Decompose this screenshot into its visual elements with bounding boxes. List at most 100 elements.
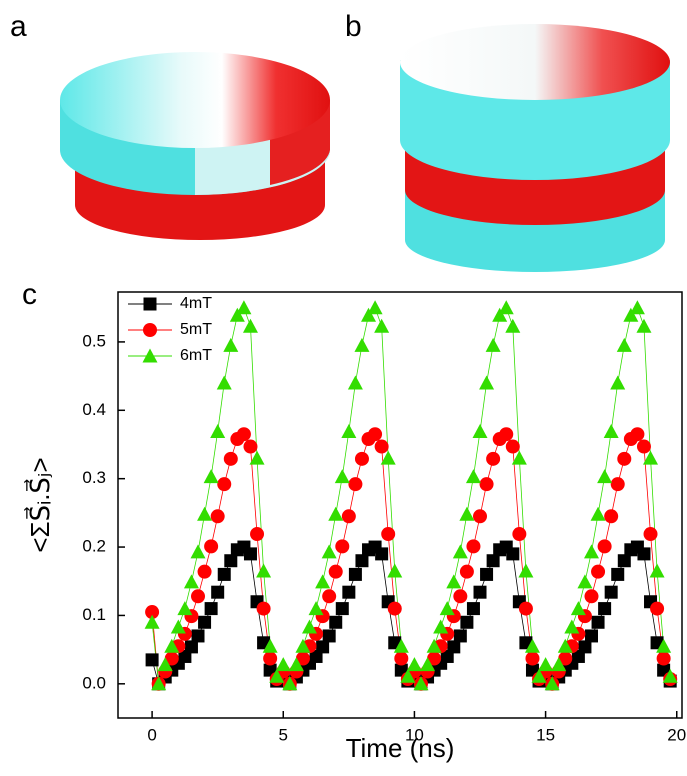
data-point bbox=[328, 564, 343, 579]
data-point bbox=[295, 638, 311, 653]
data-point bbox=[591, 615, 605, 629]
panel-b-render bbox=[400, 24, 670, 272]
data-point bbox=[453, 629, 467, 643]
data-point bbox=[636, 318, 652, 333]
data-point bbox=[524, 638, 540, 653]
data-point bbox=[505, 318, 521, 333]
data-point bbox=[322, 589, 337, 604]
data-point bbox=[426, 638, 442, 653]
data-point bbox=[263, 651, 278, 666]
data-point bbox=[204, 539, 219, 554]
x-tick-label: 10 bbox=[405, 725, 424, 744]
data-point bbox=[518, 563, 534, 578]
data-point bbox=[439, 601, 455, 616]
data-point bbox=[480, 567, 494, 581]
data-point bbox=[367, 300, 383, 315]
data-point bbox=[604, 585, 618, 599]
data-point bbox=[341, 509, 356, 524]
x-tick-label: 0 bbox=[147, 725, 156, 744]
data-point bbox=[400, 668, 416, 683]
panel-label: c bbox=[22, 278, 37, 311]
data-point bbox=[656, 638, 672, 653]
data-point bbox=[473, 585, 487, 599]
data-point bbox=[485, 337, 501, 352]
data-point bbox=[374, 318, 390, 333]
data-point bbox=[453, 589, 468, 604]
data-point bbox=[223, 451, 238, 466]
data-point bbox=[525, 651, 540, 666]
legend-marker bbox=[143, 323, 157, 337]
data-point bbox=[460, 615, 474, 629]
data-point bbox=[249, 450, 265, 465]
data-point bbox=[597, 469, 613, 484]
data-point bbox=[322, 629, 336, 643]
data-point bbox=[387, 601, 402, 616]
data-point bbox=[557, 638, 573, 653]
x-tick-label: 20 bbox=[667, 725, 686, 744]
data-point bbox=[275, 657, 291, 672]
data-point bbox=[623, 307, 639, 322]
data-point bbox=[578, 640, 592, 654]
data-point bbox=[316, 640, 330, 654]
data-point bbox=[466, 539, 481, 554]
data-point bbox=[183, 574, 199, 589]
plot: 0 5 10 15 20 0.0 0.1 0.2 0.3 0.4 0.5 Time (ns) <ΣS⃗ᵢ… bbox=[24, 291, 686, 763]
data-point bbox=[583, 544, 599, 559]
data-point bbox=[381, 527, 396, 542]
data-point bbox=[617, 451, 632, 466]
data-point bbox=[321, 544, 337, 559]
data-point bbox=[551, 657, 567, 672]
data-point bbox=[427, 651, 442, 666]
data-point bbox=[544, 676, 560, 691]
data-point bbox=[216, 375, 232, 390]
y-tick-label: 0.3 bbox=[82, 468, 106, 487]
data-point bbox=[637, 547, 651, 561]
data-point bbox=[479, 477, 494, 492]
data-point bbox=[145, 653, 159, 667]
data-point bbox=[570, 601, 586, 616]
data-point bbox=[603, 423, 619, 438]
y-axis-title: <ΣS⃗ᵢ.S⃗ⱼ> bbox=[24, 457, 55, 552]
data-point bbox=[198, 615, 212, 629]
x-axis-title: Time (ns) bbox=[346, 733, 455, 763]
data-point bbox=[256, 563, 272, 578]
y-tick-label: 0.0 bbox=[82, 673, 106, 692]
data-point bbox=[611, 567, 625, 581]
data-point bbox=[211, 585, 225, 599]
data-point bbox=[190, 544, 206, 559]
data-point bbox=[656, 651, 671, 666]
data-point bbox=[394, 651, 409, 666]
data-point bbox=[301, 619, 317, 634]
data-point bbox=[243, 439, 258, 454]
panel-a-render bbox=[60, 52, 330, 240]
legend-marker bbox=[142, 348, 158, 363]
data-point bbox=[558, 651, 573, 666]
data-point bbox=[380, 450, 396, 465]
data-point bbox=[210, 423, 226, 438]
y-tick-label: 0.4 bbox=[82, 400, 106, 419]
x-tick-label: 15 bbox=[536, 725, 555, 744]
legend-label: 4mT bbox=[180, 295, 212, 312]
data-point bbox=[649, 563, 665, 578]
data-point bbox=[329, 615, 343, 629]
data-point bbox=[374, 439, 389, 454]
data-point bbox=[597, 539, 612, 554]
data-point bbox=[197, 506, 213, 521]
y-tick-label: 0.1 bbox=[82, 605, 106, 624]
data-point bbox=[145, 605, 160, 620]
legend-label: 6mT bbox=[180, 347, 212, 364]
data-point bbox=[564, 619, 580, 634]
data-point bbox=[157, 657, 173, 672]
data-point bbox=[229, 307, 245, 322]
data-point bbox=[499, 427, 514, 442]
data-point bbox=[643, 527, 658, 542]
data-point bbox=[164, 638, 180, 653]
data-point bbox=[191, 589, 206, 604]
data-point bbox=[465, 469, 481, 484]
data-point bbox=[598, 602, 612, 616]
data-point bbox=[616, 337, 632, 352]
data-point bbox=[269, 668, 285, 683]
data-point bbox=[446, 574, 462, 589]
data-point bbox=[577, 574, 593, 589]
